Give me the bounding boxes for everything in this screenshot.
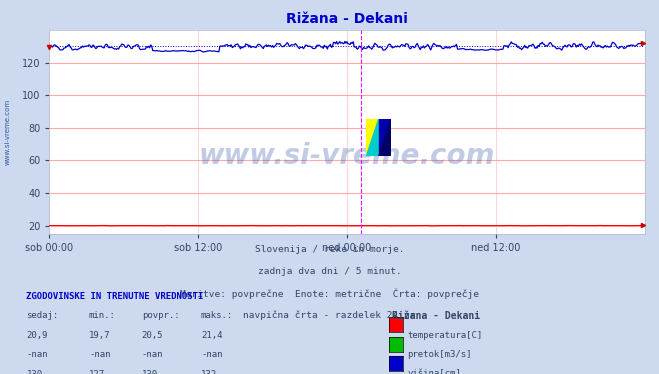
Text: zadnja dva dni / 5 minut.: zadnja dva dni / 5 minut. [258,267,401,276]
Polygon shape [379,119,391,156]
Text: pretok[m3/s]: pretok[m3/s] [407,350,472,359]
Text: maks.:: maks.: [201,311,233,320]
Polygon shape [379,119,391,156]
Text: 130: 130 [26,370,42,374]
Text: 20,9: 20,9 [26,331,48,340]
Text: navpična črta - razdelek 24 ur: navpična črta - razdelek 24 ur [243,310,416,319]
Text: min.:: min.: [89,311,116,320]
Title: Rižana - Dekani: Rižana - Dekani [286,12,408,26]
Polygon shape [366,119,379,156]
Text: 132: 132 [201,370,217,374]
Text: Meritve: povprečne  Enote: metrične  Črta: povprečje: Meritve: povprečne Enote: metrične Črta:… [180,288,479,299]
Text: Rižana - Dekani: Rižana - Dekani [392,311,480,321]
Text: sedaj:: sedaj: [26,311,59,320]
Text: 130: 130 [142,370,158,374]
Text: -nan: -nan [201,350,223,359]
Text: ZGODOVINSKE IN TRENUTNE VREDNOSTI: ZGODOVINSKE IN TRENUTNE VREDNOSTI [26,292,204,301]
Text: 21,4: 21,4 [201,331,223,340]
Text: temperatura[C]: temperatura[C] [407,331,482,340]
Text: 20,5: 20,5 [142,331,163,340]
Text: Slovenija / reke in morje.: Slovenija / reke in morje. [255,245,404,254]
Text: 19,7: 19,7 [89,331,111,340]
Text: 127: 127 [89,370,105,374]
Text: povpr.:: povpr.: [142,311,179,320]
Polygon shape [366,119,379,156]
Text: -nan: -nan [26,350,48,359]
Text: -nan: -nan [89,350,111,359]
Text: www.si-vreme.com: www.si-vreme.com [5,99,11,165]
Text: -nan: -nan [142,350,163,359]
Text: višina[cm]: višina[cm] [407,370,461,374]
Text: www.si-vreme.com: www.si-vreme.com [199,142,495,170]
